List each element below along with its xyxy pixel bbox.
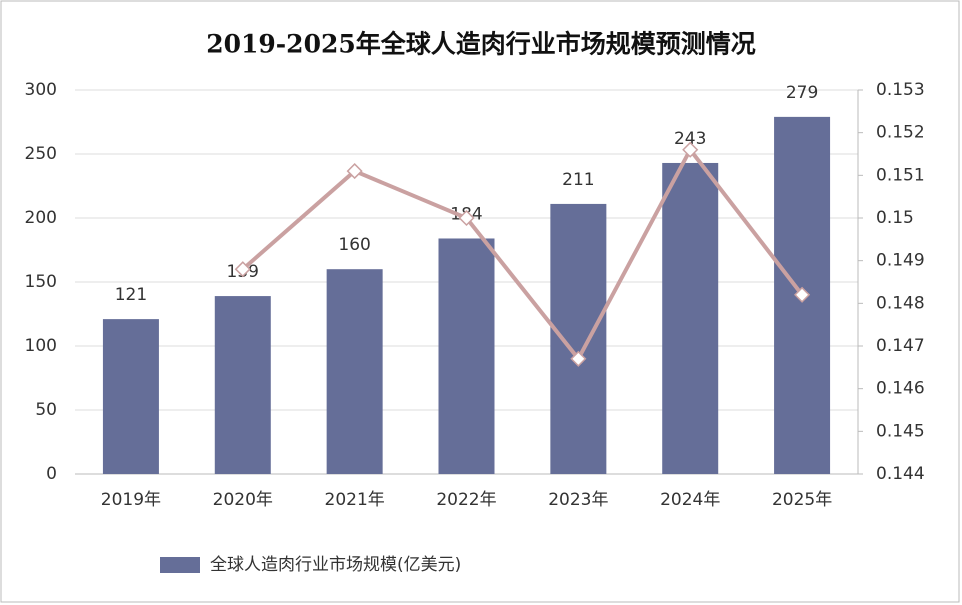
y2-tick-label: 0.145 [876, 421, 925, 441]
bar [102, 319, 159, 474]
marker [458, 209, 475, 227]
y2-tick-label: 0.144 [876, 464, 925, 484]
y2-tick-label: 0.147 [876, 336, 925, 356]
x-tick-label: 2023年 [548, 490, 608, 510]
y-tick-label: 150 [25, 272, 57, 292]
line [241, 146, 804, 363]
bar [662, 162, 719, 474]
marker [794, 286, 811, 303]
y-tick-label: 50 [35, 400, 57, 420]
marker [570, 350, 587, 367]
x-tick-label: 2020年 [213, 490, 273, 510]
marker [682, 141, 699, 158]
y-tick-label: 100 [25, 336, 57, 356]
y2-tick-label: 0.151 [876, 165, 925, 185]
y-tick-label: 300 [25, 80, 57, 100]
y-tick-label: 0 [46, 464, 57, 484]
x-tick-label: 2021年 [325, 490, 385, 510]
data-label: 211 [562, 170, 594, 190]
x-tick-label: 2022年 [436, 490, 496, 510]
data-label: 279 [786, 83, 818, 103]
x-tick-label: 2025年 [772, 490, 832, 510]
bar [550, 203, 607, 475]
y2-tick-label: 0.15 [876, 208, 914, 228]
x-tick-label: 2019年 [101, 490, 161, 510]
chart-title: 2019-2025年全球人造肉行业市场规模预测情况 [206, 30, 756, 59]
legend-swatch [160, 557, 200, 573]
bar [214, 296, 271, 474]
y2-tick-label: 0.149 [876, 251, 925, 271]
bar [326, 269, 383, 474]
y2-tick-label: 0.152 [876, 123, 925, 143]
y-tick-label: 250 [25, 144, 57, 164]
marker [346, 163, 363, 180]
bar [438, 238, 495, 474]
legend-label: 全球人造肉行业市场规模(亿美元) [210, 555, 461, 575]
marker [234, 261, 251, 278]
y2-tick-label: 0.153 [876, 80, 925, 100]
x-tick-label: 2024年 [660, 490, 720, 510]
y2-tick-label: 0.146 [876, 379, 925, 399]
y2-tick-label: 0.148 [876, 293, 925, 313]
data-label: 160 [338, 235, 370, 255]
y-tick-label: 200 [25, 208, 57, 228]
data-label: 243 [674, 129, 706, 149]
data-label: 121 [115, 285, 147, 305]
